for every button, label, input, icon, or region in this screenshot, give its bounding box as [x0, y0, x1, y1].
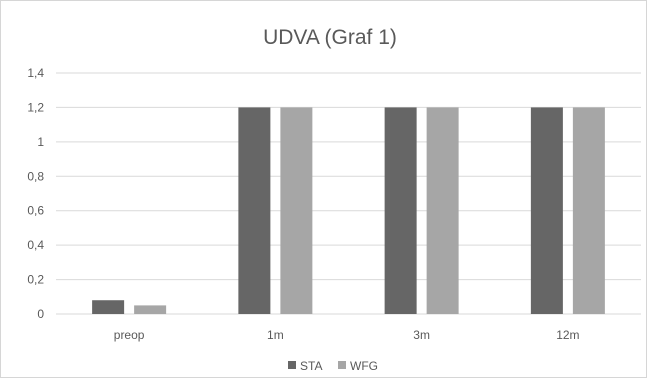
y-tick-label: 0,2	[27, 273, 44, 287]
y-tick-label: 0,6	[27, 204, 44, 218]
bar-wfg-12m	[572, 107, 605, 314]
legend-swatch-sta	[288, 361, 296, 369]
y-tick-label: 0,8	[27, 169, 44, 183]
bars	[92, 107, 605, 314]
bar-sta-3m	[384, 107, 417, 314]
x-tick-label: 12m	[556, 328, 579, 342]
legend-label-wfg: WFG	[350, 359, 378, 373]
x-tick-label: preop	[114, 328, 145, 342]
y-tick-label: 1,2	[27, 100, 44, 114]
gridlines	[56, 72, 641, 315]
bar-wfg-3m	[426, 107, 459, 314]
bar-wfg-preop	[134, 305, 167, 314]
legend-swatch-wfg	[338, 361, 346, 369]
chart-title: UDVA (Graf 1)	[263, 26, 397, 49]
x-axis-ticks: preop 1m 3m 12m	[114, 328, 580, 342]
y-tick-label: 1	[37, 135, 44, 149]
x-tick-label: 3m	[413, 328, 430, 342]
y-tick-label: 0,4	[27, 238, 44, 252]
y-tick-label: 0	[37, 307, 44, 321]
bar-sta-12m	[530, 107, 563, 314]
legend: STA WFG	[288, 359, 378, 373]
legend-label-sta: STA	[300, 359, 322, 373]
x-tick-label: 1m	[267, 328, 284, 342]
y-tick-label: 1,4	[27, 66, 44, 80]
bar-sta-1m	[238, 107, 271, 314]
bar-sta-preop	[92, 300, 125, 314]
bar-wfg-1m	[280, 107, 313, 314]
y-axis-ticks: 0 0,2 0,4 0,6 0,8 1 1,2 1,4	[27, 66, 44, 321]
